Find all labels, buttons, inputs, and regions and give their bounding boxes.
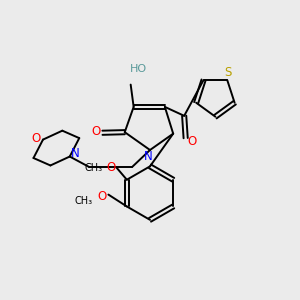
Text: O: O [107, 161, 116, 174]
Text: O: O [91, 125, 101, 138]
Text: O: O [98, 190, 107, 202]
Text: N: N [144, 150, 153, 163]
Text: S: S [224, 66, 232, 79]
Text: CH₃: CH₃ [74, 196, 92, 206]
Text: CH₃: CH₃ [85, 163, 103, 173]
Text: N: N [71, 147, 80, 160]
Text: O: O [31, 132, 40, 145]
Text: O: O [188, 135, 197, 148]
Text: HO: HO [130, 64, 147, 74]
